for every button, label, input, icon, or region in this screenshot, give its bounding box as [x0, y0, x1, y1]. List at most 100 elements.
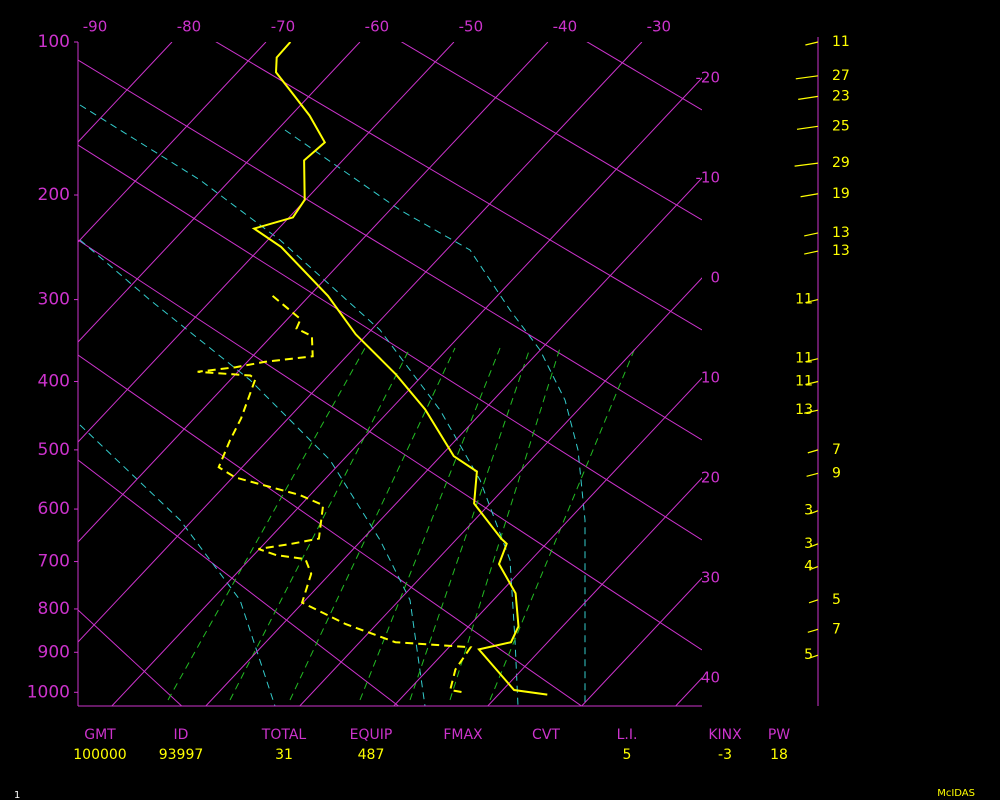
moist-adiabat — [79, 104, 519, 706]
stat-value: -3 — [718, 747, 732, 763]
dry-adiabat — [78, 144, 702, 541]
dry-adiabat — [400, 42, 702, 221]
wind-speed-label: 11 — [832, 34, 850, 50]
dry-adiabat — [586, 42, 702, 111]
wind-speed-label: 13 — [832, 243, 850, 259]
x-tick-label: -80 — [177, 18, 202, 36]
wind-speed-label: 4 — [804, 559, 813, 575]
stat-label: CVT — [532, 727, 560, 743]
isotherm — [78, 42, 643, 643]
x-tick-label: -60 — [365, 18, 390, 36]
isotherm — [299, 277, 702, 706]
stat-value: 5 — [623, 747, 632, 763]
wind-barb — [804, 409, 819, 414]
y-tick-label: 1000 — [27, 682, 70, 702]
y-tick-label: 500 — [38, 440, 70, 460]
stat-label: TOTAL — [261, 727, 307, 743]
wind-speed-label: 13 — [795, 402, 813, 418]
mixing-ratio-line — [409, 347, 531, 701]
moist-adiabat — [79, 424, 276, 706]
wind-speed-label: 9 — [832, 465, 841, 481]
stat-label: KINX — [708, 727, 742, 743]
x-tick-label: -20 — [696, 69, 721, 87]
wind-barb — [796, 125, 819, 130]
x-tick-label: 40 — [701, 669, 720, 687]
wind-barb — [805, 380, 819, 386]
x-tick-label: 10 — [701, 369, 720, 387]
isotherm — [78, 42, 267, 243]
wind-speed-label: 19 — [832, 186, 850, 202]
wind-speed-label: 13 — [832, 225, 850, 241]
isotherm — [581, 577, 702, 706]
wind-barb — [807, 628, 819, 633]
stat-label: PW — [768, 727, 790, 743]
wind-barb — [809, 543, 819, 548]
isotherms — [78, 42, 702, 706]
x-tick-label: -90 — [83, 18, 108, 36]
moist-adiabat — [79, 239, 426, 706]
x-tick-label: -10 — [696, 169, 721, 187]
x-tick-label: 20 — [701, 469, 720, 487]
y-tick-label: 900 — [38, 642, 70, 662]
wind-barb — [805, 299, 819, 304]
wind-barb — [805, 358, 819, 363]
wind-barb — [808, 654, 819, 659]
wind-barb — [809, 510, 819, 515]
x-tick-label: -50 — [459, 18, 484, 36]
x-tick-label: 30 — [701, 569, 720, 587]
stat-label: FMAX — [443, 727, 483, 743]
y-tick-label: 600 — [38, 499, 70, 519]
stat-label: ID — [174, 727, 189, 743]
isotherm — [487, 477, 702, 706]
stat-label: GMT — [84, 727, 116, 743]
wind-speed-label: 5 — [832, 592, 841, 608]
wind-speed-label: 3 — [804, 503, 813, 519]
dry-adiabat — [78, 239, 702, 651]
y-tick-label: 100 — [38, 32, 70, 52]
mixing-ratio-line — [359, 347, 501, 701]
wind-speed-label: 3 — [804, 536, 813, 552]
x-tick-label: -70 — [271, 18, 296, 36]
dry-adiabats — [78, 42, 702, 706]
dry-adiabat — [215, 42, 702, 331]
mixing-ratio-line — [167, 347, 366, 701]
wind-barb — [794, 162, 819, 167]
isotherm — [111, 77, 702, 706]
wind-speed-label: 29 — [832, 155, 850, 171]
x-tick-label: -40 — [553, 18, 578, 36]
wind-speed-label: 11 — [795, 292, 813, 308]
stat-value: 487 — [358, 747, 385, 763]
wind-speed-label: 11 — [795, 351, 813, 367]
profiles — [197, 42, 548, 696]
wind-speed-label: 11 — [795, 374, 813, 390]
temperature-line — [251, 42, 548, 696]
source-label: McIDAS — [937, 788, 975, 799]
mixing-ratio-line — [449, 347, 561, 701]
wind-barb — [807, 449, 819, 454]
wind-barb — [808, 599, 819, 604]
wind-speed-label: 25 — [832, 118, 850, 134]
wind-barb — [805, 41, 819, 46]
mixing-ratio-line — [489, 347, 636, 701]
isotherm — [78, 42, 361, 343]
mixing-ratio-line — [289, 347, 456, 701]
wind-barb — [798, 95, 819, 100]
stat-value: 18 — [770, 747, 788, 763]
x-tick-label: -30 — [647, 18, 672, 36]
y-tick-label: 700 — [38, 552, 70, 572]
x-tick-label: 0 — [710, 269, 720, 287]
wind-barb — [804, 250, 819, 255]
stat-label: L.I. — [617, 727, 638, 743]
wind-barb — [806, 472, 819, 477]
dry-adiabat — [78, 459, 400, 706]
y-tick-label: 200 — [38, 185, 70, 205]
stat-value: 100000 — [73, 747, 126, 763]
wind-barb — [804, 232, 819, 237]
dry-adiabat — [78, 59, 702, 441]
dewpoint-line — [197, 295, 473, 694]
y-tick-label: 800 — [38, 599, 70, 619]
isotherm — [205, 177, 702, 706]
